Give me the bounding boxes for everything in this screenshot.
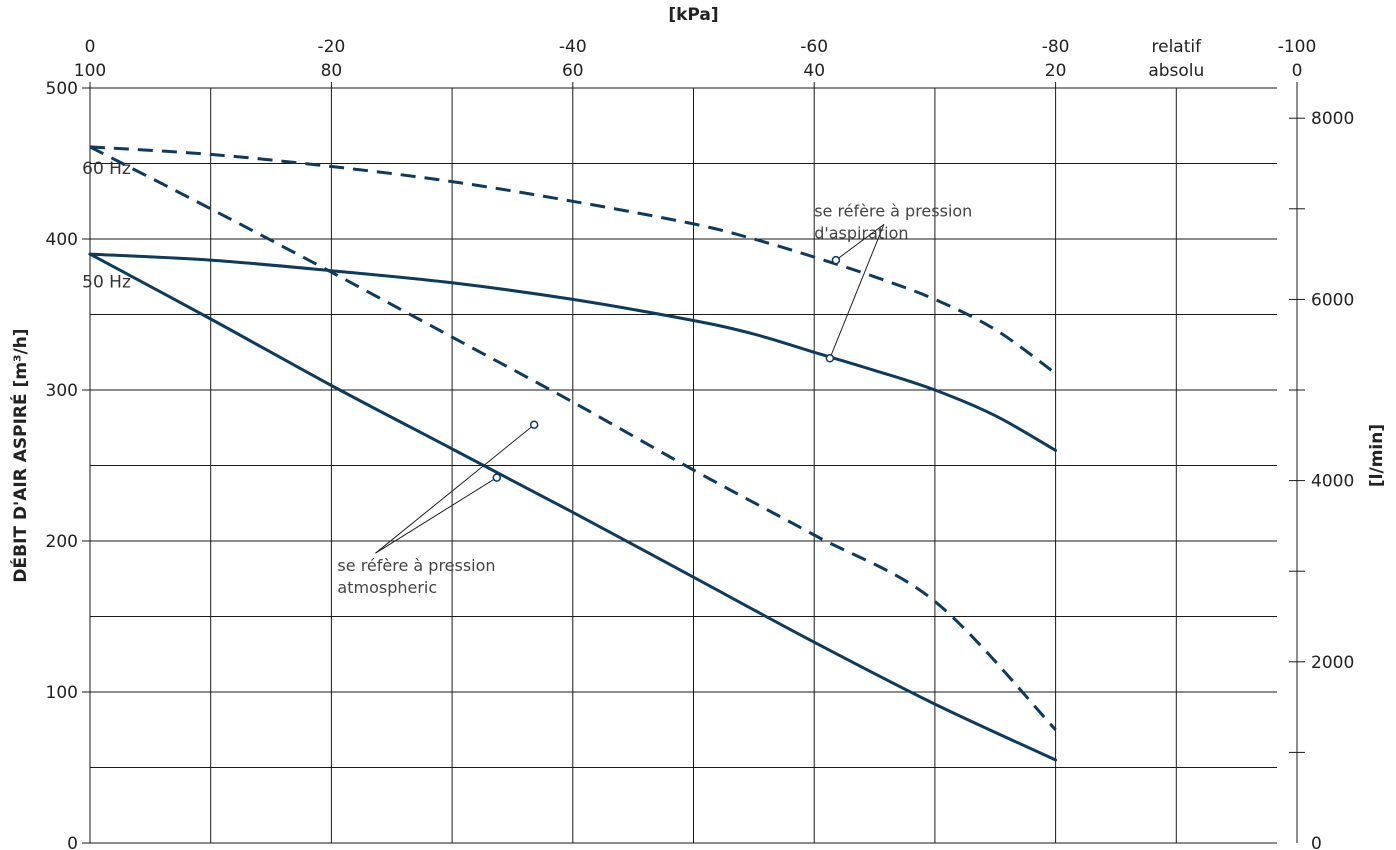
x-tick-label-absolute: 80: [321, 61, 343, 81]
annotation-leader: [835, 223, 885, 261]
x-tick-label-relative: -20: [318, 37, 346, 57]
y-tick-label-right: 2000: [1311, 653, 1354, 673]
y-tick-label-left: 0: [67, 834, 78, 850]
grid-lines: [82, 82, 1305, 844]
y-axis-title-right: [l/min]: [1367, 424, 1387, 487]
y-axis-title-left: DÉBIT D'AIR ASPIRÉ [m³/h]: [9, 328, 31, 582]
x-tick-label-absolute: 40: [803, 61, 825, 81]
annotation-leader: [829, 224, 885, 359]
annotation-marker: [492, 473, 502, 482]
y-axis-unit-text: [m³/h]: [11, 328, 31, 387]
series-label: 50 Hz: [82, 272, 131, 292]
annotation-text: se réfère à pression: [337, 556, 495, 575]
annotation-text: atmospheric: [337, 578, 437, 597]
x-tick-label-relative: -80: [1042, 37, 1070, 57]
annotation-marker: [825, 354, 835, 363]
series-curves: [88, 145, 1058, 762]
x-tick-label-relative: -40: [559, 37, 587, 57]
series-line: [88, 252, 1058, 452]
series-line: [89, 145, 1057, 731]
y-tick-label-left: 300: [46, 381, 78, 401]
annotation-marker: [529, 420, 539, 429]
series-line: [88, 252, 1058, 762]
x-tick-label-absolute: 0: [1292, 61, 1303, 81]
y-tick-label-left: 500: [46, 79, 78, 99]
x-axis-title: [kPa]: [668, 5, 718, 25]
series-label: 60 Hz: [82, 159, 131, 179]
y-tick-label-right: 6000: [1311, 290, 1354, 310]
annotation-text: d'aspiration: [814, 223, 908, 242]
x-tick-label-absolute: 20: [1045, 61, 1067, 81]
annotation-leader: [375, 424, 535, 554]
annotation-leader: [375, 477, 498, 554]
x-tick-label-absolute: 60: [562, 61, 584, 81]
annotations: se réfère à pression d'aspiration se réfèr…: [337, 201, 972, 597]
x-tick-label-absolute: 100: [74, 61, 106, 81]
y-tick-label-right: 4000: [1311, 472, 1354, 492]
y-axis-title-text: DÉBIT D'AIR ASPIRÉ: [9, 387, 31, 582]
annotation-text: se réfère à pression: [814, 201, 972, 220]
y-tick-label-left: 200: [46, 532, 78, 552]
axis-labels: 60 Hz 50 Hz [kPa] 0 -20 -40 -60 -80 -100 100 80 60 4…: [9, 5, 1387, 850]
annotation-marker: [831, 255, 841, 265]
y-tick-label-right: 0: [1311, 834, 1322, 850]
x-tick-label-relative: 0: [85, 37, 96, 57]
series-line: [89, 145, 1057, 375]
y-tick-label-left: 100: [46, 683, 78, 703]
x-scale-label-absolute: absolu: [1148, 61, 1204, 81]
x-tick-label-relative: -100: [1278, 37, 1317, 57]
y-tick-label-right: 8000: [1311, 109, 1354, 129]
x-scale-label-relative: relatif: [1152, 37, 1203, 57]
x-tick-label-relative: -60: [800, 37, 828, 57]
y-tick-label-left: 400: [46, 230, 78, 250]
